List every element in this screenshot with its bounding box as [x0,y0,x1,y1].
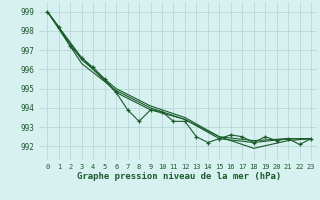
X-axis label: Graphe pression niveau de la mer (hPa): Graphe pression niveau de la mer (hPa) [77,172,281,181]
